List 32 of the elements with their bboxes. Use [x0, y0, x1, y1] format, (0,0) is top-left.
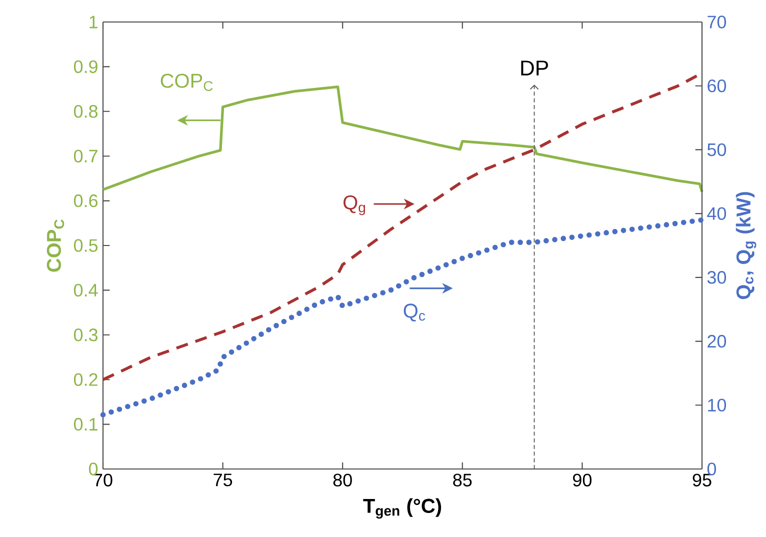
y2-tick-label: 20 [708, 334, 726, 348]
x-tick-label: 70 [94, 474, 112, 486]
x-tick-label: 80 [333, 474, 352, 486]
series-label: COP$_{C}$ [160, 74, 213, 91]
y-tick-label: 0.2 [74, 373, 98, 386]
x-tick-label: 75 [214, 474, 232, 486]
y-tick-label: 0.5 [74, 239, 98, 252]
x-tick-label: 95 [692, 474, 712, 486]
y-tick-label: 1 [90, 16, 98, 28]
x-tick-label: 85 [453, 474, 472, 486]
x-tick-label: 90 [573, 474, 592, 486]
y-tick-label: 0.3 [74, 328, 98, 342]
y-tick-label: 0.4 [74, 284, 98, 297]
y2-tick-label: 70 [708, 16, 726, 28]
y2-tick-label: 0 [707, 462, 716, 476]
x-axis-title: T$_{gen}$ (°C) [363, 498, 442, 519]
y-tick-label: 0.8 [74, 105, 98, 118]
legend-label: Q$_{g}$ [344, 195, 366, 216]
y-tick-label: 0 [88, 462, 98, 476]
series-label: Q$_{c}$ [404, 304, 426, 322]
y-tick-label: 0.6 [74, 194, 98, 208]
ref-line-label: DP [521, 60, 548, 76]
y2-axis-title: Q$_{c}$, Q$_{g}$ (kW) [736, 192, 756, 300]
y2-tick-label: 10 [708, 398, 726, 412]
y2-tick-label: 40 [707, 207, 726, 220]
y-tick-label: 0.9 [74, 60, 98, 74]
y2-tick-label: 30 [707, 271, 726, 284]
y-axis-title: COP$_{C}$ [46, 219, 64, 272]
y2-tick-label: 50 [707, 143, 726, 156]
y-tick-label: 0.7 [74, 150, 98, 162]
y2-tick-label: 60 [708, 79, 726, 92]
y-tick-label: 0.1 [74, 418, 98, 431]
